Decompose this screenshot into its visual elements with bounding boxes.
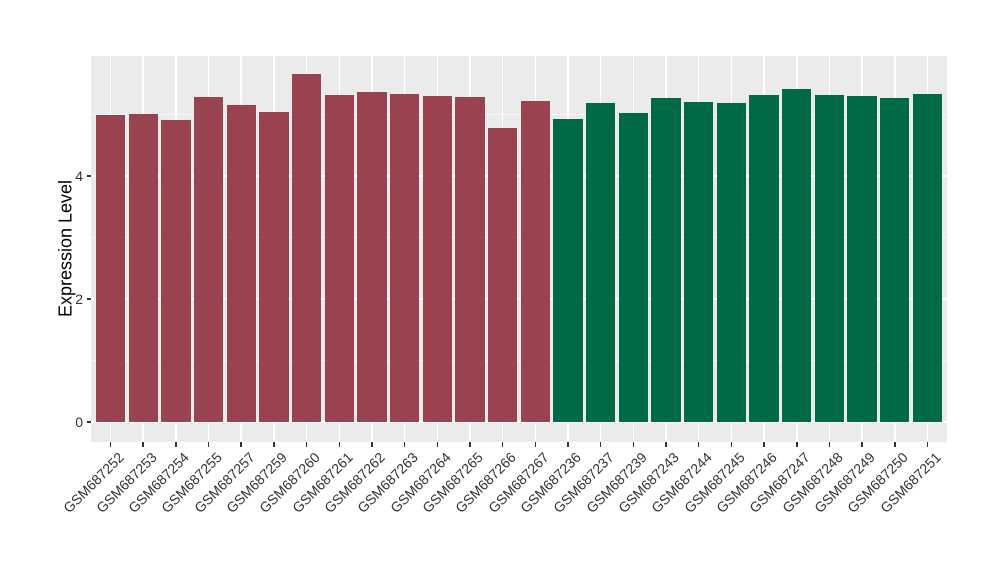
bar — [455, 97, 485, 422]
bar — [193, 97, 224, 422]
grid-major-h — [91, 421, 947, 423]
x-tick — [109, 442, 112, 447]
bar — [618, 112, 649, 422]
grid-minor-h — [91, 114, 947, 115]
x-tick — [893, 442, 896, 447]
grid-minor-h — [91, 237, 947, 238]
x-tick — [697, 442, 700, 447]
bar — [749, 95, 779, 422]
bar — [520, 100, 551, 422]
bar — [422, 96, 452, 422]
grid-minor-h — [91, 360, 947, 361]
y-tick-label: 0 — [75, 414, 83, 430]
bar — [128, 113, 158, 422]
y-tick-label: 4 — [75, 168, 83, 184]
bar — [291, 73, 322, 422]
bar — [259, 112, 289, 422]
bar — [324, 95, 354, 422]
x-tick — [338, 442, 341, 447]
bar — [782, 88, 812, 422]
y-tick — [86, 298, 91, 300]
bar — [389, 94, 420, 422]
bar — [847, 96, 877, 422]
y-tick — [86, 175, 91, 177]
bar — [553, 119, 583, 422]
x-tick — [567, 442, 569, 447]
x-tick — [371, 442, 373, 447]
x-tick — [436, 442, 439, 447]
bar — [814, 94, 845, 422]
x-tick — [142, 442, 145, 447]
x-tick — [175, 442, 177, 447]
bar — [487, 128, 518, 422]
x-tick — [763, 442, 765, 447]
bar — [912, 93, 943, 422]
grid-major-h — [91, 175, 947, 177]
bar — [161, 120, 191, 422]
bar — [226, 105, 256, 422]
x-tick — [665, 442, 667, 447]
x-tick — [469, 442, 471, 447]
x-tick — [207, 442, 210, 447]
bar — [880, 97, 910, 422]
bar — [357, 92, 387, 422]
x-tick — [730, 442, 733, 447]
x-tick — [403, 442, 406, 447]
x-tick — [599, 442, 602, 447]
x-tick — [795, 442, 798, 447]
y-tick — [86, 421, 91, 423]
x-tick — [305, 442, 308, 447]
x-tick — [861, 442, 863, 447]
x-tick — [534, 442, 537, 447]
grid-major-h — [91, 298, 947, 300]
bar — [683, 102, 714, 422]
x-tick — [273, 442, 275, 447]
bar — [95, 115, 126, 422]
y-tick-label: 2 — [75, 291, 83, 307]
y-axis-title: Expression Level — [55, 179, 76, 318]
x-tick — [501, 442, 504, 447]
bar — [585, 103, 616, 422]
x-tick — [240, 442, 243, 447]
bar — [651, 97, 681, 422]
x-tick — [926, 442, 929, 447]
x-tick — [632, 442, 635, 447]
x-tick — [828, 442, 831, 447]
bar — [716, 102, 747, 422]
